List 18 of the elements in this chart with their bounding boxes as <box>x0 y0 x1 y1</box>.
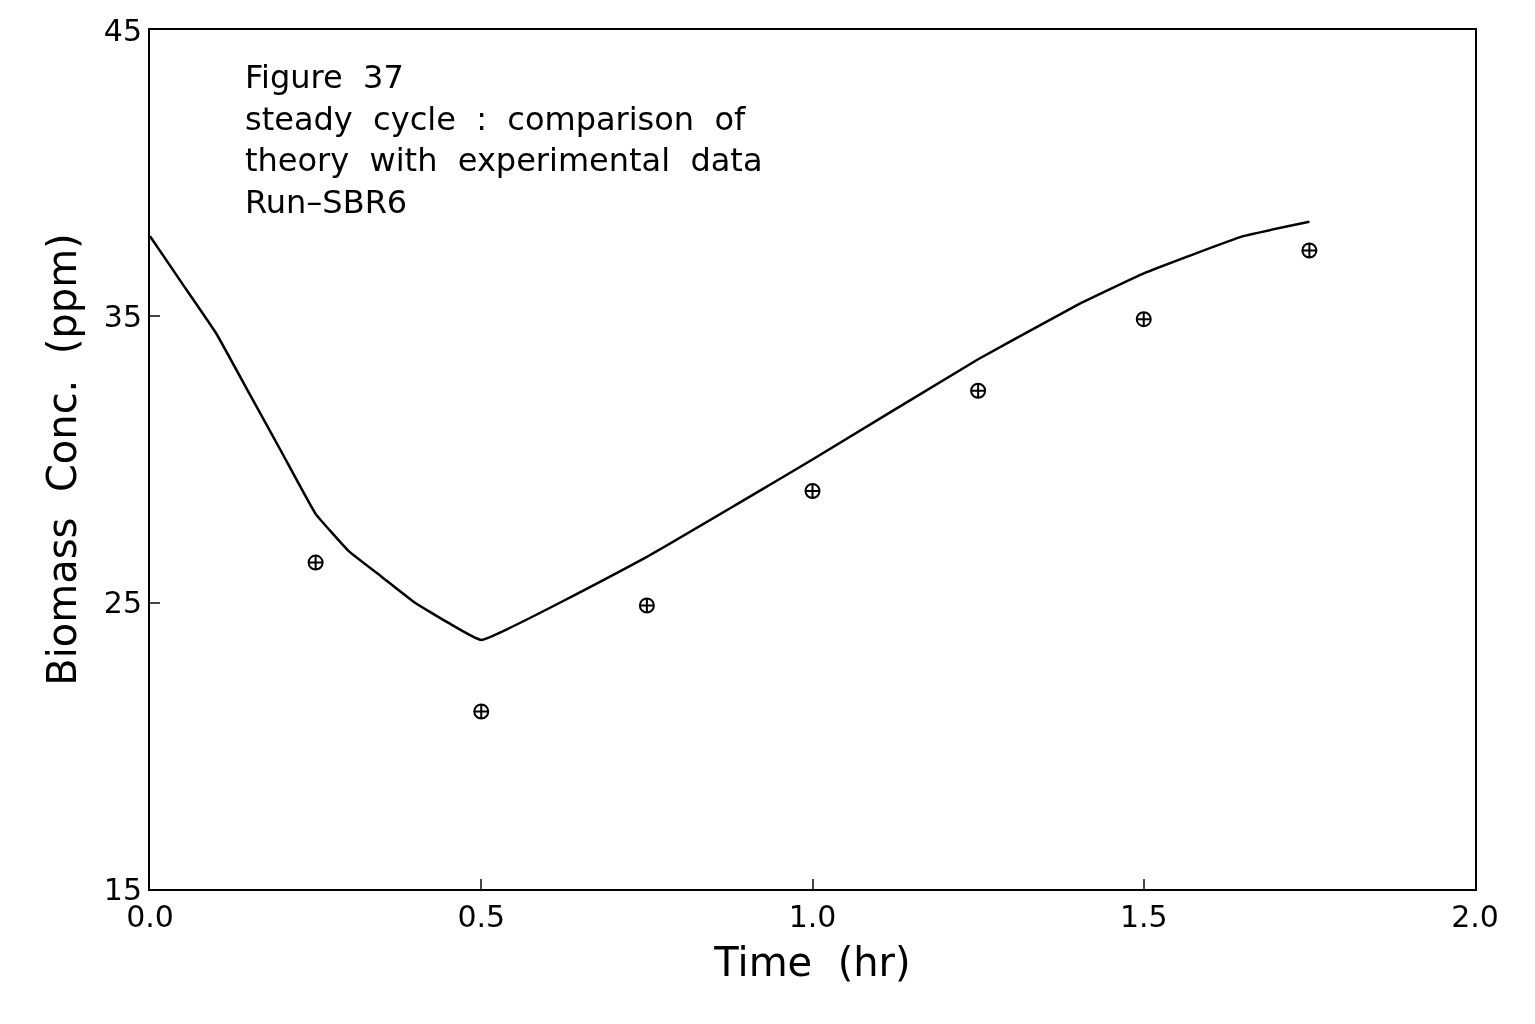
x-tick-label: 0.5 <box>457 899 506 934</box>
y-axis-title: Biomass Conc. (ppm) <box>38 233 85 686</box>
y-tick-label: 25 <box>103 585 142 621</box>
y-tick-label: 35 <box>103 298 142 334</box>
x-tick-label: 2.0 <box>1451 899 1499 934</box>
point <box>638 597 655 614</box>
x-tick-label: 1.5 <box>1119 899 1168 934</box>
point <box>804 483 821 499</box>
point <box>473 703 490 720</box>
annotation: Figure 37 steady cycle : comparison of theory with experimental data Run–SBR6 <box>245 58 763 221</box>
y-tick-label: 45 <box>103 12 142 48</box>
point <box>307 554 324 571</box>
x-tick-label: 0.0 <box>126 899 174 934</box>
point <box>1135 311 1152 328</box>
x-axis-title: Time (hr) <box>713 939 911 985</box>
point <box>1301 242 1318 259</box>
point <box>970 382 987 399</box>
x-tick-label: 1.0 <box>788 899 837 934</box>
